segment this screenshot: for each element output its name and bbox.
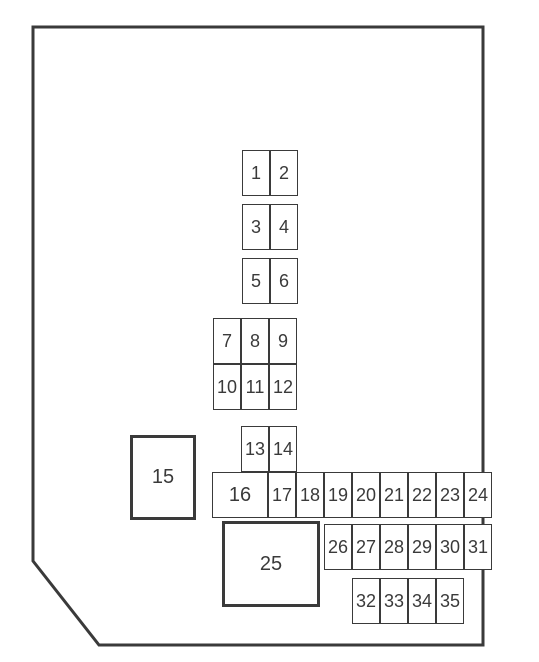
- fuse-cell-1: 1: [242, 150, 270, 196]
- fuse-cell-13: 13: [241, 426, 269, 472]
- fuse-cell-label: 26: [328, 537, 348, 558]
- fuse-cell-label: 32: [356, 591, 376, 612]
- fuse-cell-label: 2: [279, 163, 289, 184]
- fuse-cell-label: 15: [152, 466, 174, 489]
- fuse-cell-label: 5: [251, 271, 261, 292]
- fuse-cell-label: 11: [246, 377, 265, 398]
- fuse-cell-4: 4: [270, 204, 298, 250]
- fuse-cell-label: 21: [384, 485, 404, 506]
- fuse-cell-25: 25: [222, 521, 320, 607]
- fuse-cell-17: 17: [268, 472, 296, 518]
- fuse-cell-label: 33: [384, 591, 404, 612]
- fuse-cell-label: 17: [272, 485, 292, 506]
- fuse-cell-label: 4: [279, 217, 289, 238]
- fuse-cell-21: 21: [380, 472, 408, 518]
- fuse-cell-label: 13: [245, 439, 265, 460]
- fuse-cell-label: 9: [278, 331, 288, 352]
- fuse-cell-2: 2: [270, 150, 298, 196]
- fuse-cell-23: 23: [436, 472, 464, 518]
- fuse-cell-24: 24: [464, 472, 492, 518]
- fuse-cell-label: 14: [273, 439, 293, 460]
- fuse-cell-27: 27: [352, 524, 380, 570]
- fuse-cell-label: 8: [250, 331, 260, 352]
- fuse-cell-10: 10: [213, 364, 241, 410]
- fuse-cell-label: 19: [328, 485, 348, 506]
- fuse-cell-label: 18: [300, 485, 320, 506]
- fuse-cell-label: 10: [217, 377, 237, 398]
- fuse-cell-5: 5: [242, 258, 270, 304]
- fuse-cell-label: 6: [279, 271, 289, 292]
- fuse-cell-3: 3: [242, 204, 270, 250]
- fuse-cell-9: 9: [269, 318, 297, 364]
- fuse-cell-label: 29: [412, 537, 432, 558]
- fuse-cell-label: 27: [356, 537, 376, 558]
- fuse-cell-19: 19: [324, 472, 352, 518]
- fuse-cell-6: 6: [270, 258, 298, 304]
- fuse-cell-label: 12: [273, 377, 293, 398]
- fuse-cell-22: 22: [408, 472, 436, 518]
- fuse-cell-33: 33: [380, 578, 408, 624]
- fuse-cell-label: 20: [356, 485, 376, 506]
- fuse-cell-32: 32: [352, 578, 380, 624]
- fuse-cell-label: 31: [468, 537, 488, 558]
- fuse-cell-7: 7: [213, 318, 241, 364]
- fuse-cell-label: 7: [222, 331, 232, 352]
- fuse-cell-30: 30: [436, 524, 464, 570]
- fuse-cell-20: 20: [352, 472, 380, 518]
- fuse-cell-12: 12: [269, 364, 297, 410]
- fuse-cell-28: 28: [380, 524, 408, 570]
- fuse-cell-8: 8: [241, 318, 269, 364]
- fuse-cell-14: 14: [269, 426, 297, 472]
- fuse-cell-label: 23: [440, 485, 460, 506]
- fuse-cell-16: 16: [212, 472, 268, 518]
- fuse-cell-label: 1: [251, 163, 261, 184]
- fuse-cell-18: 18: [296, 472, 324, 518]
- fuse-cell-26: 26: [324, 524, 352, 570]
- fuse-cell-label: 3: [251, 217, 261, 238]
- fuse-cell-label: 24: [468, 485, 488, 506]
- fuse-cell-35: 35: [436, 578, 464, 624]
- fuse-cell-label: 25: [260, 553, 282, 576]
- fuse-cell-label: 30: [440, 537, 460, 558]
- fuse-cell-34: 34: [408, 578, 436, 624]
- fuse-cell-label: 16: [229, 484, 251, 507]
- fuse-cell-label: 22: [412, 485, 432, 506]
- fuse-cell-label: 28: [384, 537, 404, 558]
- fuse-cell-31: 31: [464, 524, 492, 570]
- fuse-cell-29: 29: [408, 524, 436, 570]
- fuse-cell-15: 15: [130, 435, 196, 520]
- fuse-cell-label: 35: [440, 591, 460, 612]
- fuse-cell-11: 11: [241, 364, 269, 410]
- fuse-cell-label: 34: [412, 591, 432, 612]
